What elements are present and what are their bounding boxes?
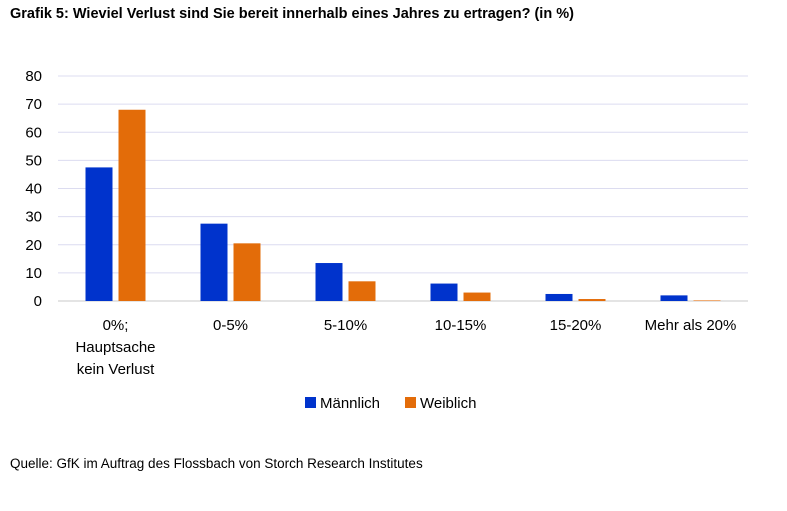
legend: Männlich Weiblich [305, 395, 476, 412]
y-tick-label: 20 [25, 237, 42, 254]
y-axis-ticks: 0 10 20 30 40 50 60 70 80 [25, 68, 42, 310]
x-category-label: 15-20% [550, 317, 602, 334]
legend-label: Männlich [320, 395, 380, 412]
y-tick-label: 10 [25, 265, 42, 282]
bar-männlich-0 [85, 167, 113, 301]
x-category-label: Mehr als 20% [645, 317, 737, 334]
legend-label: Weiblich [420, 395, 476, 412]
x-category-label: 0%; [103, 317, 129, 334]
bar-männlich-3 [430, 283, 458, 301]
y-tick-label: 40 [25, 181, 42, 198]
y-tick-label: 0 [34, 293, 42, 310]
chart-title: Grafik 5: Wieviel Verlust sind Sie berei… [10, 6, 574, 22]
bar-weiblich-5 [693, 300, 721, 301]
x-category-label: kein Verlust [77, 361, 155, 378]
y-tick-label: 70 [25, 96, 42, 113]
legend-swatch-weiblich [405, 397, 416, 408]
y-tick-label: 50 [25, 152, 42, 169]
x-category-label: 10-15% [435, 317, 487, 334]
bar-weiblich-1 [233, 243, 261, 301]
source-note: Quelle: GfK im Auftrag des Flossbach von… [10, 456, 423, 471]
bar-weiblich-4 [578, 299, 606, 301]
x-category-label: Hauptsache [75, 339, 155, 356]
bar-weiblich-2 [348, 281, 376, 301]
gridlines [58, 75, 748, 302]
bar-männlich-2 [315, 263, 343, 301]
bar-weiblich-3 [463, 292, 491, 301]
bar-chart: 0 10 20 30 40 50 60 70 80 0%; Hauptsache kein Verl… [25, 68, 748, 412]
y-tick-label: 60 [25, 124, 42, 141]
x-category-label: 0-5% [213, 317, 248, 334]
y-tick-label: 80 [25, 68, 42, 85]
x-category-label: 5-10% [324, 317, 367, 334]
bar-weiblich-0 [118, 109, 146, 301]
bars [85, 109, 721, 301]
bar-männlich-5 [660, 295, 688, 301]
legend-swatch-männlich [305, 397, 316, 408]
y-tick-label: 30 [25, 209, 42, 226]
bar-männlich-4 [545, 293, 573, 301]
bar-männlich-1 [200, 223, 228, 301]
x-axis-categories: 0%; Hauptsache kein Verlust 0-5% 5-10% 10-15%… [75, 317, 736, 378]
